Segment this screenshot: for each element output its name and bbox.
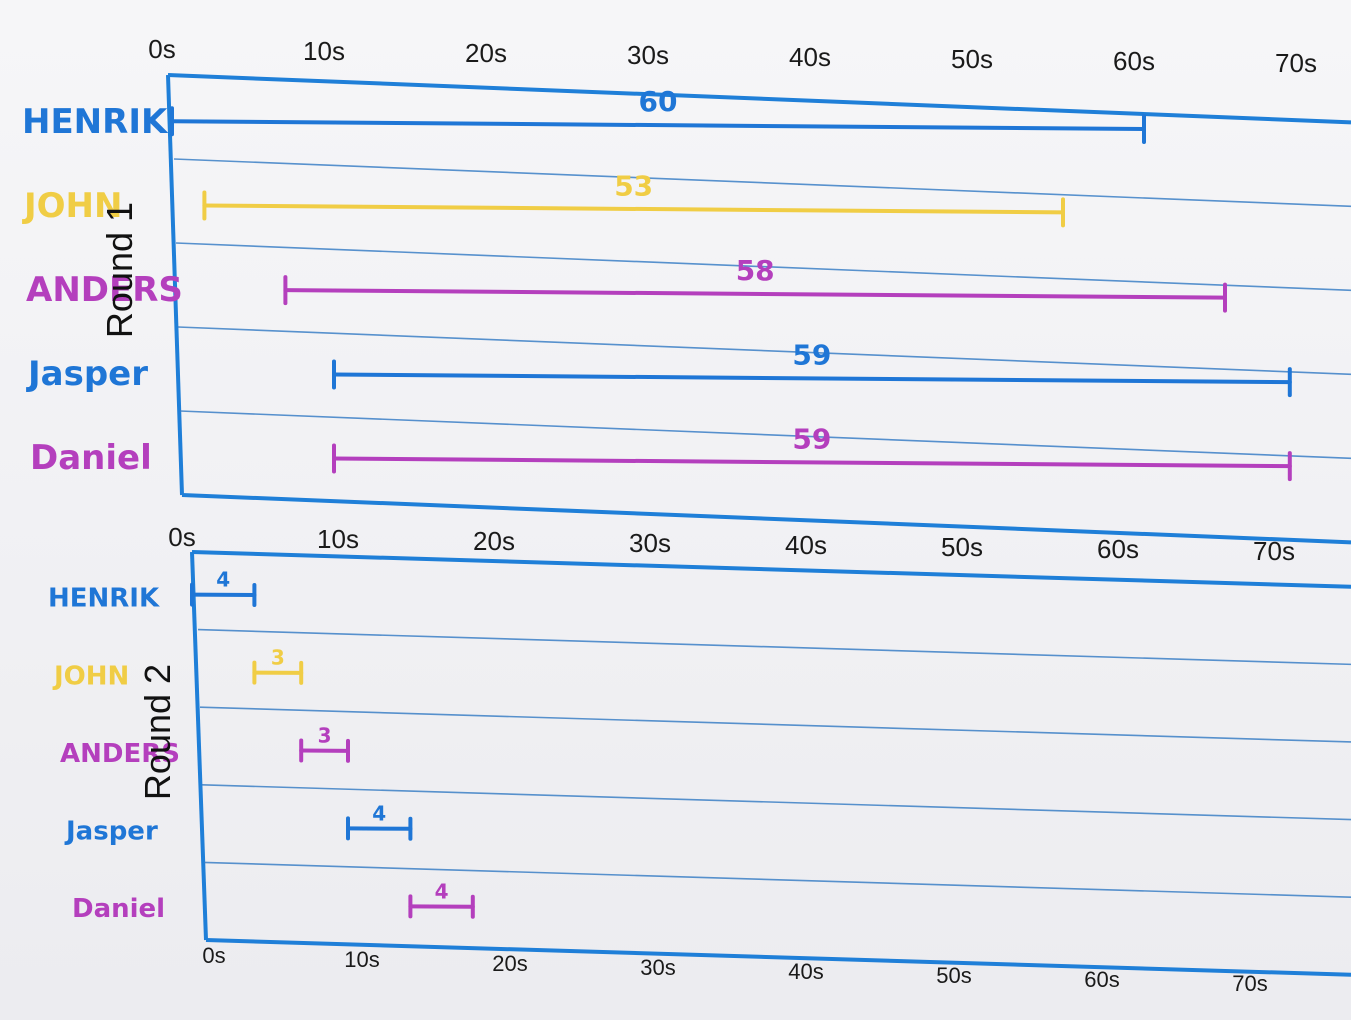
row-gridline: [201, 784, 1351, 821]
top-axis-line: [191, 550, 1351, 589]
x-tick-label: 50s: [951, 44, 993, 74]
left-axis-line: [166, 74, 184, 496]
x-tick-label: 30s: [629, 528, 671, 558]
row-gridline: [203, 861, 1351, 898]
duration-bar: [283, 288, 1227, 300]
x-tick-label: 0s: [168, 522, 195, 552]
x-tick-label-bottom: 30s: [640, 955, 675, 980]
series-name-label: ANDERS: [60, 739, 180, 769]
x-tick-label: 60s: [1097, 534, 1139, 564]
x-tick-label: 30s: [627, 40, 669, 70]
x-tick-label: 40s: [785, 530, 827, 560]
series-name-label: Jasper: [26, 354, 148, 394]
x-tick-label-bottom: 40s: [788, 959, 823, 984]
x-tick-label-bottom: 70s: [1232, 971, 1267, 996]
row-gridline: [177, 326, 1351, 376]
series-name-label: JOHN: [52, 661, 129, 691]
series-name-label: Daniel: [72, 894, 165, 924]
duration-value-label: 53: [614, 169, 653, 202]
round-label: Round 1: [99, 202, 140, 338]
duration-value-label: 60: [639, 85, 678, 118]
bottom-axis-line: [205, 938, 1351, 977]
x-tick-label: 70s: [1253, 536, 1295, 566]
duration-bar: [202, 203, 1065, 215]
series-name-label: HENRIK: [48, 584, 160, 614]
x-tick-label-bottom: 20s: [492, 951, 527, 976]
row-gridline: [173, 158, 1351, 208]
duration-value-label: 3: [318, 724, 332, 748]
bottom-axis-line: [181, 493, 1351, 545]
duration-bar: [332, 456, 1292, 469]
round-1-chart: 0s 10s 20s 30s 40s 50s 60s 70s HENRIK 60 JOHN 53 AND…: [22, 34, 1351, 545]
round-label: Round 2: [137, 664, 178, 800]
series-name-label: Daniel: [30, 438, 152, 478]
x-tick-label: 10s: [303, 36, 345, 66]
duration-value-label: 3: [271, 646, 285, 670]
series-name-label: ANDERS: [26, 270, 183, 310]
x-tick-label: 40s: [789, 42, 831, 72]
x-tick-label: 0s: [148, 34, 175, 64]
duration-value-label: 4: [216, 568, 230, 592]
x-tick-label: 20s: [473, 526, 515, 556]
row-gridline: [175, 242, 1351, 292]
top-axis-line: [167, 73, 1351, 125]
x-tick-label-bottom: 0s: [202, 943, 225, 968]
series-name-label: Jasper: [64, 816, 158, 846]
x-tick-label: 10s: [317, 524, 359, 554]
x-tick-label-bottom: 10s: [344, 947, 379, 972]
x-tick-label: 70s: [1275, 48, 1317, 78]
x-tick-label-bottom: 60s: [1084, 967, 1119, 992]
x-tick-label: 60s: [1113, 46, 1155, 76]
series-name-label: HENRIK: [22, 102, 169, 142]
round-2-chart: 0s 10s 20s 30s 40s 50s 60s 70s 0s 10s 20s 30s 40s 50s…: [48, 522, 1351, 996]
row-gridline: [199, 706, 1351, 743]
duration-value-label: 59: [792, 339, 831, 372]
x-tick-label: 20s: [465, 38, 507, 68]
row-gridline: [179, 410, 1351, 460]
x-tick-label-bottom: 50s: [936, 963, 971, 988]
left-axis-line: [190, 551, 208, 941]
x-tick-label: 50s: [941, 532, 983, 562]
duration-value-label: 59: [792, 423, 831, 456]
row-gridline: [197, 628, 1351, 666]
duration-value-label: 58: [736, 254, 775, 287]
duration-value-label: 4: [435, 879, 449, 903]
series-name-label: JOHN: [22, 186, 122, 226]
duration-bar: [332, 372, 1292, 385]
duration-value-label: 4: [372, 801, 386, 825]
duration-bar: [170, 119, 1146, 132]
